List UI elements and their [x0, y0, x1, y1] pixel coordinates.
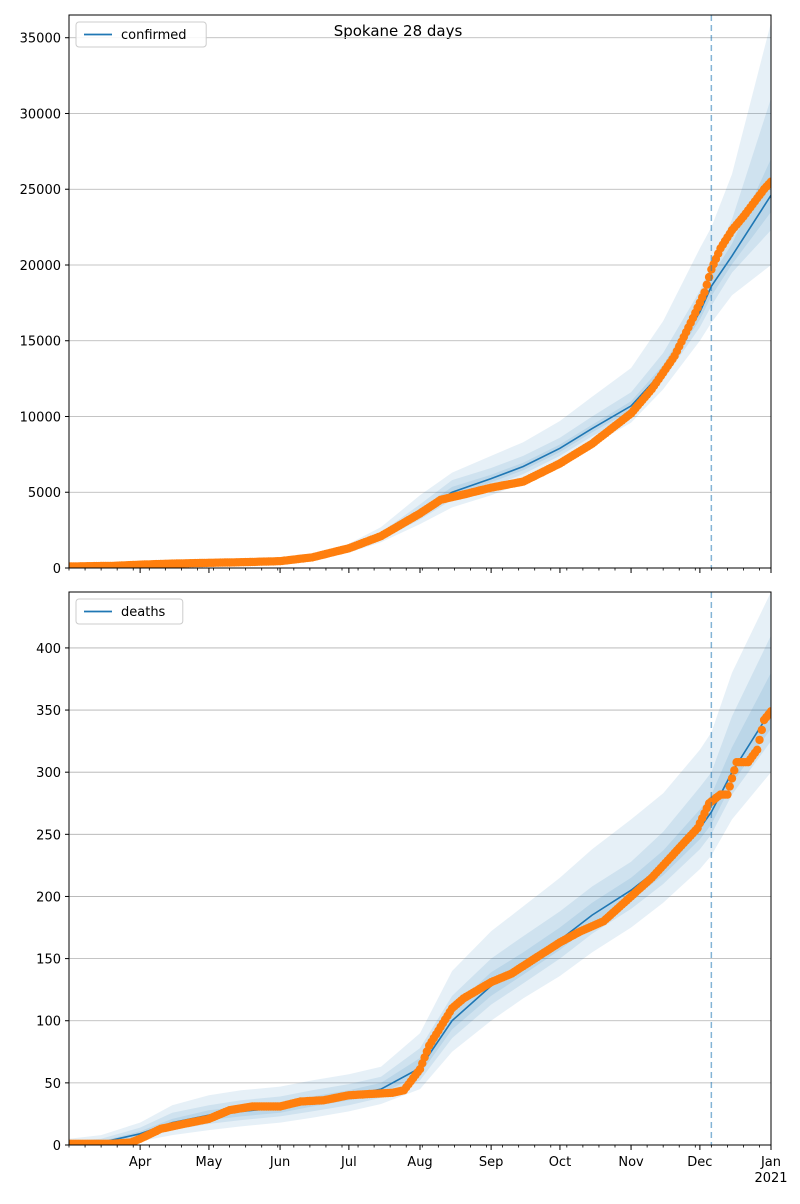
- x-tick-label: Apr: [129, 1155, 152, 1170]
- x-tick-label: Aug: [407, 1155, 432, 1170]
- x-tick-label: 2021: [754, 1171, 787, 1186]
- observed-point: [727, 774, 737, 783]
- y-tick-label: 300: [36, 766, 61, 781]
- y-tick-label: 30000: [20, 107, 61, 122]
- y-tick-label: 15000: [20, 335, 61, 350]
- confirmed-panel: 0 5000 10000 15000 20000 25000 30000 35000 confi…: [20, 14, 772, 577]
- observed-point: [755, 735, 764, 745]
- uncertainty-band: [69, 22, 771, 568]
- observed-point: [700, 288, 709, 297]
- legend-label: deaths: [121, 605, 166, 620]
- y-tick-label: 200: [36, 890, 61, 905]
- figure-title: Spokane 28 days: [334, 22, 463, 40]
- y-tick-label: 250: [36, 828, 61, 843]
- legend: deaths: [75, 598, 184, 625]
- x-tick-label: Jul: [340, 1155, 357, 1170]
- legend-label: confirmed: [121, 28, 187, 43]
- observed-point: [753, 745, 762, 754]
- observed-point: [702, 280, 711, 289]
- y-tick-label: 35000: [20, 32, 61, 47]
- x-tick-label: Oct: [549, 1155, 571, 1170]
- y-tick-label: 100: [36, 1015, 61, 1030]
- observed-point: [730, 766, 739, 775]
- observed-point: [723, 790, 732, 799]
- y-tick-label: 0: [53, 562, 61, 577]
- observed-point: [757, 725, 766, 735]
- x-tick-label: Jan: [760, 1155, 781, 1170]
- observed-point: [766, 177, 771, 186]
- y-tick-label: 25000: [20, 183, 61, 198]
- y-tick-label: 400: [36, 642, 61, 657]
- axes-frame: [68, 14, 772, 569]
- y-tick-label: 10000: [20, 410, 61, 425]
- x-tick-label: Dec: [687, 1155, 712, 1170]
- y-tick-label: 50: [44, 1077, 61, 1092]
- y-tick-label: 0: [53, 1139, 61, 1154]
- y-tick-label: 20000: [20, 259, 61, 274]
- x-tick-label: Sep: [479, 1155, 504, 1170]
- deaths-panel: 0 50 100 150 200 250 300 350 400 Apr May Jun Jul Aug S…: [36, 591, 788, 1186]
- y-tick-label: 350: [36, 704, 61, 719]
- x-tick-label: May: [195, 1155, 222, 1170]
- uncertainty-band: [69, 592, 771, 1145]
- y-tick-label: 150: [36, 953, 61, 968]
- legend: confirmed: [75, 21, 207, 48]
- y-tick-label: 5000: [28, 486, 61, 501]
- x-tick-label: Nov: [618, 1155, 644, 1170]
- observed-point: [725, 782, 734, 791]
- observed-point: [766, 707, 771, 716]
- x-tick-label: Jun: [269, 1155, 290, 1170]
